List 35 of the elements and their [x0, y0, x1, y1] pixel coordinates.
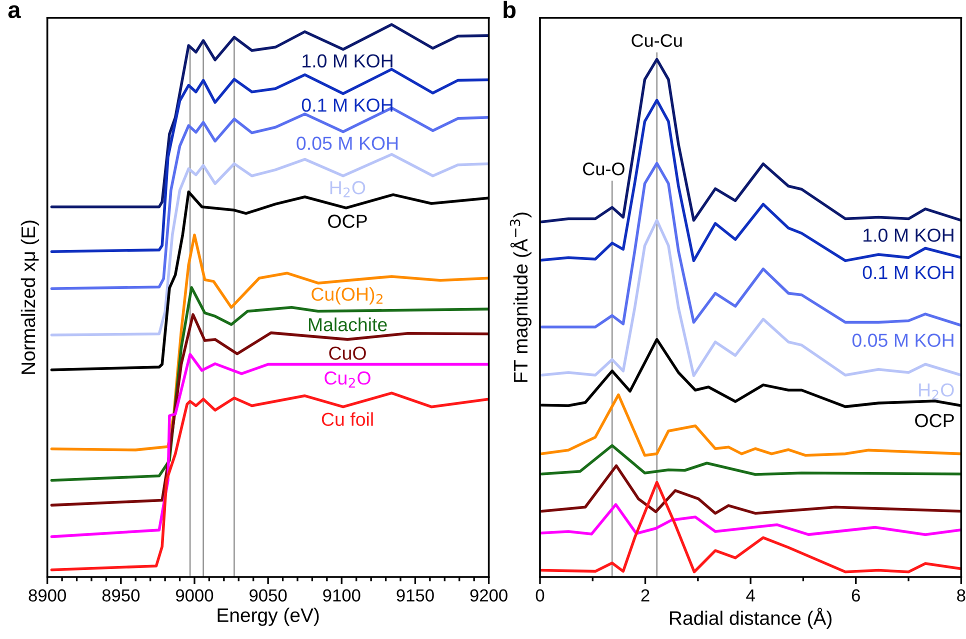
- chart-title: a: [8, 5, 21, 18]
- x-tick-label: 8950: [102, 589, 140, 602]
- y-axis-title: FT magnitude (Å$^{−3}$): [510, 212, 532, 382]
- x-tick-label: 8: [957, 589, 966, 602]
- x-tick-label: 0: [536, 589, 544, 602]
- series-label: OCP: [328, 214, 367, 228]
- ref-line-label: Cu-O: [583, 162, 624, 176]
- series-label: 0.05 M KOH: [852, 334, 954, 347]
- series-label: CuO: [329, 346, 366, 360]
- x-tick-label: 2: [641, 589, 650, 602]
- series-label: 0.1 M KOH: [302, 98, 392, 112]
- x-tick-label: 4: [746, 589, 755, 602]
- series-label: Malachite: [308, 318, 387, 332]
- x-tick-label: 9100: [323, 589, 360, 602]
- x-axis-title: Radial distance (Å): [670, 608, 832, 629]
- ref-line-label: Cu-Cu: [632, 34, 682, 47]
- series-label: OCP: [915, 414, 954, 428]
- y-axis-title: Normalized xμ (E): [20, 220, 39, 374]
- chart-title: b: [504, 0, 516, 18]
- series-label: H$_{2}$O: [919, 383, 954, 400]
- x-axis-title: Energy (eV): [218, 608, 319, 626]
- series-label: 1.0 M KOH: [302, 54, 392, 68]
- x-tick-label: 9050: [250, 589, 287, 602]
- x-tick-label: 6: [852, 589, 860, 602]
- x-tick-label: 9000: [176, 589, 214, 602]
- x-tick-label: 9150: [396, 589, 434, 602]
- series-label: 0.05 M KOH: [296, 136, 398, 150]
- series-label: Cu$_{2}$O: [324, 371, 370, 388]
- x-tick-label: 9200: [470, 589, 508, 602]
- x-tick-label: 8900: [28, 589, 66, 602]
- series-label: 0.1 M KOH: [862, 266, 954, 280]
- series-label: Cu(OH)$_{2}$: [312, 287, 382, 305]
- series-label: Cu foil: [322, 412, 373, 426]
- series-label: 1.0 M KOH: [864, 228, 954, 242]
- series-label: H$_{2}$O: [330, 181, 366, 198]
